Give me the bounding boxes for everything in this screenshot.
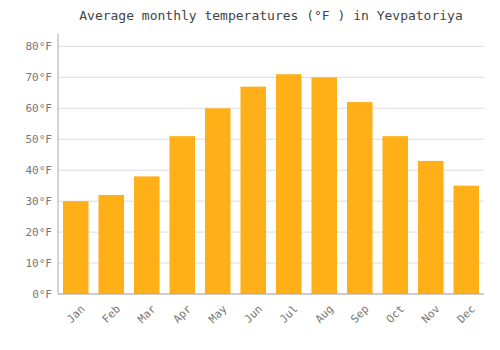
x-tick-label: Aug bbox=[313, 303, 336, 326]
bar bbox=[205, 108, 231, 294]
x-tick-label: Jan bbox=[64, 303, 87, 326]
bar bbox=[63, 201, 89, 294]
y-tick-label: 50°F bbox=[26, 133, 53, 146]
bar bbox=[98, 195, 124, 294]
y-tick-label: 40°F bbox=[26, 164, 53, 177]
y-tick-label: 80°F bbox=[26, 40, 53, 53]
y-tick-label: 20°F bbox=[26, 226, 53, 239]
grid-line bbox=[58, 46, 484, 47]
y-tick-label: 10°F bbox=[26, 257, 53, 270]
bar bbox=[311, 77, 337, 294]
grid-line bbox=[58, 108, 484, 109]
y-tick-label: 0°F bbox=[32, 288, 52, 301]
bar bbox=[276, 74, 302, 294]
bar bbox=[418, 161, 444, 294]
chart-title: Average monthly temperatures (°F ) in Ye… bbox=[79, 8, 463, 23]
bar bbox=[240, 87, 266, 294]
grid-line bbox=[58, 294, 484, 295]
x-tick-label: Sep bbox=[348, 303, 371, 326]
x-tick-label: Jun bbox=[242, 303, 265, 326]
x-tick-label: Oct bbox=[384, 303, 407, 326]
bars bbox=[63, 74, 479, 294]
x-tick-label: Nov bbox=[419, 302, 443, 326]
bar bbox=[169, 136, 195, 294]
y-grid bbox=[58, 46, 484, 294]
bar bbox=[347, 102, 373, 294]
bar bbox=[134, 176, 160, 294]
x-tick-label: Jul bbox=[277, 303, 300, 326]
y-tick-label: 30°F bbox=[26, 195, 53, 208]
grid-line bbox=[58, 139, 484, 140]
y-tick-label: 60°F bbox=[26, 102, 53, 115]
x-tick-label: Dec bbox=[455, 303, 478, 326]
bar bbox=[453, 186, 479, 294]
bar bbox=[382, 136, 408, 294]
grid-line bbox=[58, 77, 484, 78]
x-axis-line bbox=[58, 294, 484, 295]
x-tick-label: Feb bbox=[100, 303, 123, 326]
x-tick-label: May bbox=[206, 302, 230, 326]
y-tick-label: 70°F bbox=[26, 71, 53, 84]
x-tick-label: Mar bbox=[135, 302, 159, 326]
chart-svg: Average monthly temperatures (°F ) in Ye… bbox=[0, 0, 500, 350]
y-axis-line bbox=[58, 34, 59, 294]
chart-container: Average monthly temperatures (°F ) in Ye… bbox=[0, 0, 500, 350]
x-tick-label: Apr bbox=[171, 302, 195, 326]
